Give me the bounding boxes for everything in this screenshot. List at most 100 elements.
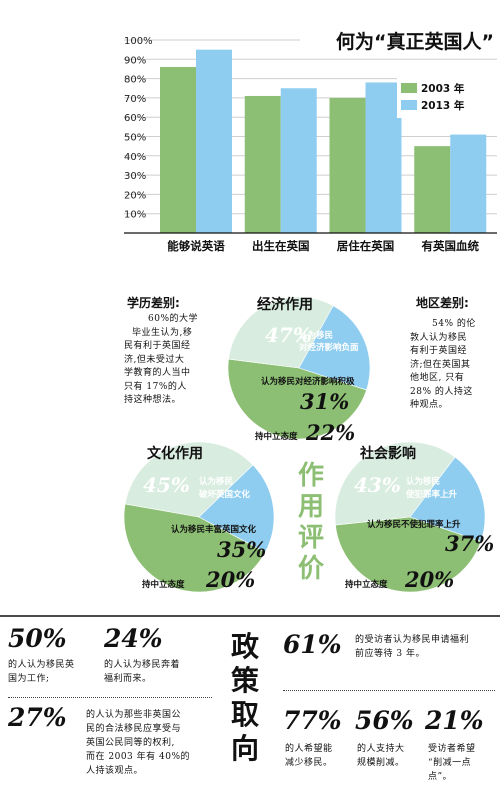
policy-vertical-title: 政 策 取 向 [231, 630, 259, 765]
policy-text-line: 福利而来。 [104, 674, 152, 684]
legend-swatch [401, 83, 417, 93]
pie-slice [334, 441, 456, 526]
ptitle-char-1: 政 [231, 630, 259, 663]
edu-line: 济,但未受过大 [124, 354, 185, 365]
pie2-label1a: 认为移民 [199, 476, 233, 487]
pie-slice-value: 43% [354, 473, 401, 497]
y-tick-label: 100% [124, 36, 153, 47]
policy-stat-text: 的人认为那些非英国公 民的合法移民应享受与 英国公民同等的权利, 而在 2003… [86, 708, 214, 778]
edu-line: 持这种想法。 [124, 395, 182, 405]
edu-line: 60%的大学 [148, 314, 199, 324]
x-tick-label: 居住在英国 [337, 239, 395, 253]
bar [365, 82, 402, 234]
y-tick-label: 90% [124, 55, 146, 66]
ptitle-char-3: 取 [231, 698, 259, 731]
pie-labels: 认为移民 对经济影响负面 认为移民对经济影响积极 持中立态度 认为移民 破坏英国… [142, 330, 461, 590]
policy-text-line: 民的合法移民应享受与 [86, 724, 182, 734]
policy-text-line: 的人支持大 [357, 744, 405, 754]
policy-stat-value: 56% [355, 706, 414, 735]
policy-left-divider [8, 697, 212, 698]
edu-title: 学历差别: [127, 296, 180, 310]
pie3-label2: 认为移民不使犯罪率上升 [367, 519, 461, 530]
policy-text-line: 英国公民同等的权利, [86, 738, 175, 748]
pie-slice [409, 456, 486, 542]
policy-stat-value: 27% [8, 703, 67, 732]
vtitle-char-3: 评 [298, 523, 324, 553]
y-tick-label: 70% [124, 94, 146, 105]
pie-slice-value: 20% [205, 567, 255, 592]
y-tick-label: 60% [124, 113, 146, 124]
region-line: 28% 的人持这 [410, 386, 473, 397]
pie-slice-value: 22% [305, 420, 355, 445]
pie-slice-value: 31% [300, 389, 349, 414]
policy-right-divider [283, 690, 495, 691]
legend-label: 2003 年 [421, 82, 465, 95]
pie-slice [228, 296, 334, 369]
pie-slice [227, 358, 367, 440]
policy-text-line: 而在 2003 年有 40%的 [86, 752, 190, 762]
policy-text-line: 的受访者认为移民申请福利 [355, 635, 470, 645]
pie2-label1b: 破坏英国文化 [199, 489, 251, 500]
region-line: 54% 的伦 [432, 319, 476, 329]
x-tick-label: 有英国血统 [422, 239, 480, 253]
policy-stat-text: 的人支持大 规模削减。 [357, 742, 427, 770]
policy-text-line: 规模削减。 [357, 758, 405, 768]
policy-text-line: 的人希望能 [285, 744, 333, 754]
y-tick-label: 80% [124, 75, 146, 86]
y-tick-label: 40% [124, 152, 146, 163]
y-tick-label: 30% [124, 171, 146, 182]
y-tick-label: 10% [124, 210, 146, 221]
policy-stat-text: 的人希望能 减少移民。 [285, 742, 355, 770]
bar [244, 95, 281, 233]
policy-text-line: 的人认为移民英 [8, 660, 75, 670]
pie1-label1b: 对经济影响负面 [299, 342, 359, 353]
pie1-label3: 持中立态度 [255, 431, 298, 442]
policy-text-line: 国为工作; [8, 674, 50, 684]
bar [329, 97, 366, 234]
policy-stat-value: 61% [283, 630, 342, 659]
policy-text-line: 的人认为那些非英国公 [86, 710, 182, 720]
policy-text-line: 减少移民。 [285, 758, 333, 768]
pie-slice [335, 516, 482, 593]
region-line: 他地区, 只有 [410, 373, 465, 383]
policy-text-line: 的人认为移民奔着 [104, 660, 181, 670]
policy-text-line: 点”。 [428, 772, 453, 782]
pie-slice [198, 464, 275, 553]
y-tick-label: 20% [124, 190, 146, 201]
policy-stat-value: 24% [104, 624, 163, 653]
pie-section-vertical-title: 作 用 评 价 [298, 461, 325, 584]
pie-slice-value: 47% [265, 323, 312, 347]
edu-line: 民有利于英国经 [124, 341, 191, 351]
pie-charts: 经济作用 47% 31% 22% 文化作用 45% 35% 20% 社会影响 43% 37% 20% [123, 296, 494, 593]
pie-slice [298, 305, 371, 391]
x-tick-label: 能够说英语 [167, 239, 225, 253]
policy-text-line: 人持该观点。 [86, 766, 144, 776]
region-line: 有利于英国经 [410, 346, 468, 356]
legend-swatch [401, 100, 417, 110]
policy-stat-value: 50% [8, 624, 67, 653]
bar [450, 134, 487, 233]
pie-title: 社会影响 [359, 445, 416, 462]
pie2-label3: 持中立态度 [142, 579, 185, 590]
bar [280, 88, 317, 233]
pie1-label2: 认为移民对经济影响积极 [261, 376, 355, 387]
vtitle-char-4: 价 [298, 554, 325, 584]
edu-line: 毕业生认为,移 [132, 327, 193, 338]
chart-title: 何为“真正英国人” [336, 30, 494, 53]
pie-slice-value: 20% [404, 567, 454, 592]
edu-line: 只有 17%的人 [124, 381, 187, 392]
edu-note: 60%的大学 毕业生认为,移 民有利于英国经 济,但未受过大 学教育的人当中 只… [124, 313, 234, 408]
pie-slice-value: 37% [445, 531, 494, 556]
x-tick-label: 出生在英国 [252, 239, 310, 253]
edu-line: 学教育的人当中 [124, 368, 191, 378]
policy-stat-text: 的受访者认为移民申请福利 前应等待 3 年。 [355, 633, 495, 661]
policy-stat-text: 受访者希望 “削减一点 点”。 [428, 742, 498, 784]
vtitle-char-1: 作 [298, 461, 324, 491]
pie2-label2: 认为移民丰富英国文化 [171, 524, 257, 535]
policy-stat-value: 21% [425, 706, 484, 735]
ptitle-char-4: 向 [231, 732, 259, 765]
legend-label: 2013 年 [421, 99, 465, 112]
region-line: 济;但在英国其 [410, 359, 471, 370]
pie-slice [123, 503, 266, 593]
